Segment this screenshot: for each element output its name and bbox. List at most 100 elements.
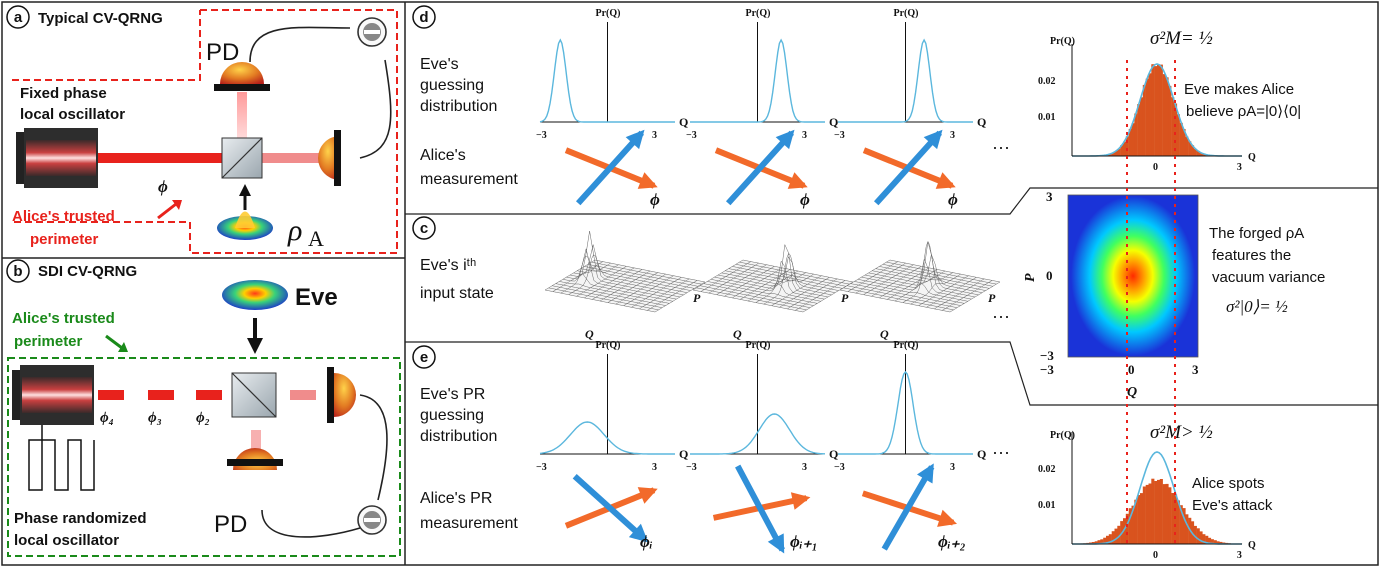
hist-bar: [1134, 499, 1138, 544]
d-ellipsis: ···: [992, 137, 1010, 157]
d-guess-plot-1: Pr(Q) −3 3 Q: [536, 8, 688, 141]
lo-label-b-1: Phase randomized: [14, 510, 147, 527]
d-measurement-2: [714, 129, 808, 206]
tick-neg: −3: [834, 462, 845, 473]
hist-xtick-3: 3: [1237, 162, 1242, 173]
hist-bar: [1111, 152, 1115, 156]
hist-bar: [1117, 525, 1121, 544]
heat-ylabel: P: [1023, 273, 1038, 282]
gaussian-curve: [838, 370, 973, 455]
divider-ce: [405, 341, 1378, 406]
hist-bar: [1117, 148, 1121, 156]
c-ellipsis: ···: [992, 306, 1010, 326]
gaussian-curve: [539, 38, 675, 123]
hist-bar: [1199, 152, 1203, 156]
badge-c-text: c: [420, 220, 428, 237]
c-surface-3: QP: [839, 240, 1001, 341]
hist-bar: [1100, 539, 1104, 544]
gaussian-curve: [690, 38, 825, 123]
hist-bar: [1108, 154, 1112, 156]
blue-arrow: [572, 473, 648, 543]
hist-bar: [1159, 479, 1163, 544]
e-sigma-title: σ²M> ½: [1150, 422, 1213, 443]
tick-neg: −3: [536, 130, 547, 141]
e-measurement-2: [712, 464, 811, 554]
hist-bar: [1091, 542, 1095, 544]
blue-arrow: [725, 130, 795, 206]
hist-bar: [1094, 541, 1098, 544]
e-row1-2: guessing: [420, 407, 484, 424]
hist-bar: [1205, 535, 1209, 544]
hist-bar: [1137, 495, 1141, 544]
hist-bar: [1208, 537, 1212, 544]
panel-e: e Eve's PR guessing distribution Alice's…: [412, 340, 1273, 561]
hist-bar: [1171, 493, 1175, 544]
q-label: Q: [679, 447, 688, 461]
surface-p: P: [841, 291, 849, 305]
hist-bar: [1154, 66, 1158, 156]
hist-bar: [1157, 479, 1161, 544]
perimeter-a-2: perimeter: [30, 231, 99, 248]
e-hist-ylabel: Pr(Q): [1050, 430, 1075, 441]
hist-bar: [1176, 500, 1180, 544]
phase-a: ϕ: [158, 177, 168, 196]
c-note-3: vacuum variance: [1212, 269, 1325, 286]
hist-bar: [1159, 64, 1163, 156]
hist-bar: [1188, 141, 1192, 156]
badge-b: [6, 259, 30, 283]
hist-ytick-2: 0.01: [1038, 112, 1056, 123]
tick-neg: −3: [536, 462, 547, 473]
photodiode-b-right: [334, 373, 356, 417]
gaussian-curve: [539, 421, 675, 455]
hist-bar: [1154, 481, 1158, 544]
heat-xtick-3: 3: [1192, 362, 1199, 377]
d-row1-1: Eve's: [420, 56, 459, 73]
e-ellipsis: ···: [992, 442, 1010, 462]
gaussian-curve: [690, 413, 825, 455]
tick-pos: 3: [950, 462, 955, 473]
hist-bar: [1145, 484, 1149, 544]
d-sigma-title: σ²M= ½: [1150, 28, 1213, 49]
hist-bar: [1140, 97, 1144, 156]
hist-bar: [1219, 541, 1223, 544]
d-row1-3: distribution: [420, 98, 497, 115]
hist-ytick-2: 0.01: [1038, 500, 1056, 511]
hist-bar: [1202, 154, 1206, 156]
hist-bar: [1111, 531, 1115, 544]
hist-bar: [1162, 74, 1166, 156]
d-measurement-1: [564, 129, 658, 206]
d-hist-ylabel: Pr(Q): [1050, 36, 1075, 47]
surface-p: P: [693, 291, 701, 305]
hist-bar: [1151, 64, 1155, 156]
hist-bar: [1097, 540, 1101, 544]
hist-bar: [1142, 486, 1146, 544]
hist-bar: [1157, 64, 1161, 156]
d-measurement-3: [862, 129, 956, 206]
heat-ytick-top: 3: [1046, 189, 1053, 204]
panel-a-title: Typical CV-QRNG: [38, 10, 163, 27]
hist-bar: [1168, 487, 1172, 544]
hist-ytick-1: 0.02: [1038, 76, 1056, 87]
hist-bar: [1148, 73, 1152, 156]
hist-xtick-3: 3: [1237, 550, 1242, 561]
hist-bar: [1185, 136, 1189, 156]
d-guess-plot-3: Pr(Q) −3 3 Q: [834, 8, 986, 141]
e-guess-plot-2: Pr(Q) −3 3 Q: [686, 340, 838, 473]
hist-bar: [1179, 122, 1183, 156]
hist-ytick-1: 0.02: [1038, 464, 1056, 475]
e-guess-plot-3: Pr(Q) −3 3 Q: [834, 340, 986, 473]
hist-bar: [1106, 535, 1110, 544]
e-row2-2: measurement: [420, 515, 518, 532]
hist-bar: [1140, 493, 1144, 544]
blue-arrow: [873, 130, 943, 206]
c-note-1: The forged ρA: [1209, 225, 1304, 242]
c-surface-1: QP: [544, 230, 706, 341]
photodiode-a-top: [220, 62, 264, 84]
hist-bar: [1125, 513, 1129, 544]
tick-neg: −3: [686, 130, 697, 141]
blue-arrow: [575, 130, 645, 206]
hist-bar: [1216, 541, 1220, 544]
hist-bar: [1171, 97, 1175, 156]
badge-e-text: e: [420, 349, 428, 366]
